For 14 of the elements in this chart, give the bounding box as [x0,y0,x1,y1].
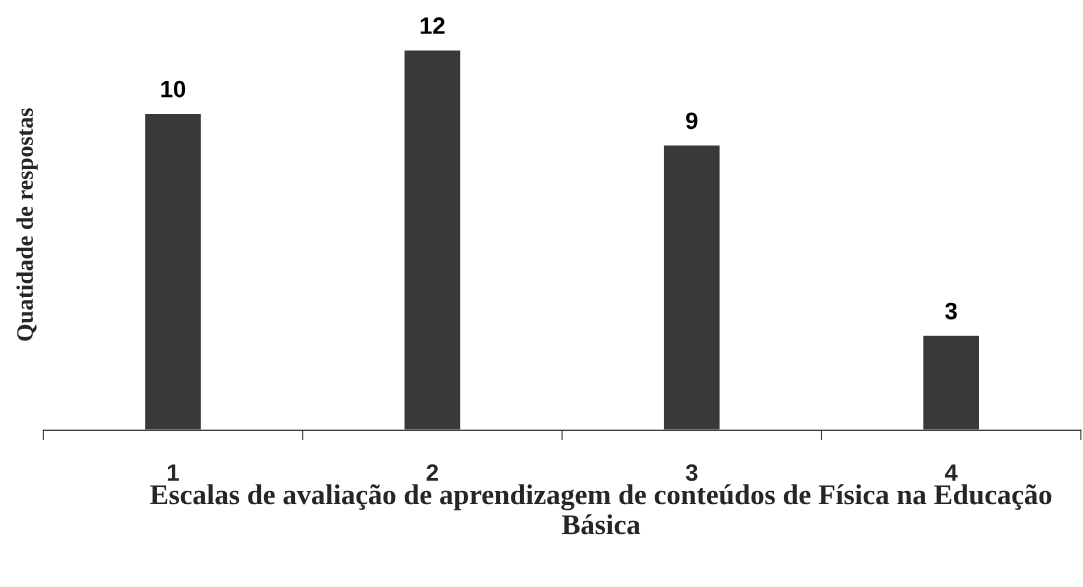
data-label: 10 [161,80,186,98]
data-label: 12 [420,17,445,34]
bar [662,144,721,431]
bar [921,334,981,431]
bar [403,49,462,431]
y-axis-title: Quatidade de respostas [16,108,38,341]
bar [143,112,203,431]
x-tick-label: 1 [167,464,179,481]
x-tick-label: 3 [685,464,698,481]
data-label: 3 [945,302,957,320]
x-axis-title: Escalas de avaliação de aprendizagem de conteúdos de Física na Educação Básica [150,484,1052,535]
x-tick-label: 2 [426,464,439,481]
data-label: 9 [686,112,698,130]
x-tick-label: 4 [944,464,958,481]
